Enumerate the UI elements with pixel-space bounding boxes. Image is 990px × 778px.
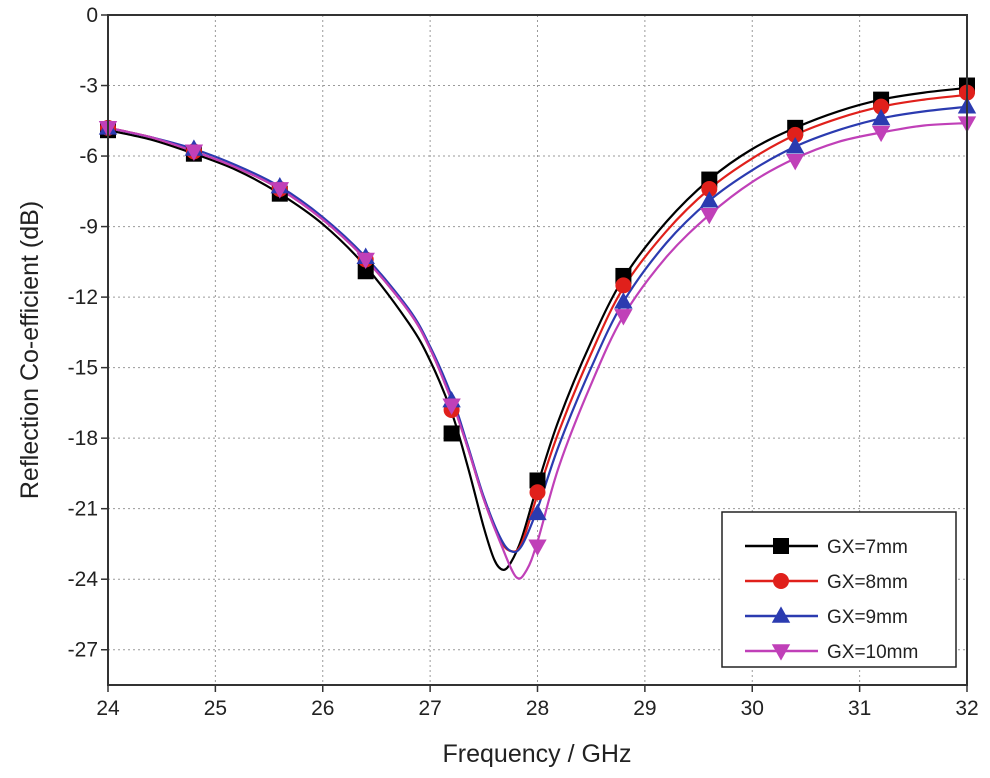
series-4-marker: [786, 153, 805, 171]
series-2-marker: [873, 98, 890, 115]
series-4-marker: [614, 309, 633, 326]
y-tick-label: -3: [79, 75, 98, 98]
series-1-marker: [357, 263, 374, 280]
legend-label: GX=10mm: [827, 642, 918, 663]
series-4-marker: [356, 252, 375, 270]
x-tick-label: 27: [418, 697, 441, 720]
legend-label: GX=9mm: [827, 607, 908, 628]
series-4-marker: [270, 182, 289, 199]
legend-marker: [771, 644, 791, 661]
legend-label: GX=8mm: [827, 572, 908, 593]
legend-box: [721, 511, 957, 668]
series-1-marker: [529, 472, 546, 489]
legend-marker: [773, 573, 789, 589]
y-tick-label: -12: [68, 286, 98, 309]
y-axis: 0 -3 -6 -9 -12 -15 -18 -21 -24 -27: [68, 4, 108, 662]
x-tick-label: 30: [741, 697, 764, 720]
series-4-marker: [528, 539, 547, 556]
y-tick-label: -24: [68, 568, 99, 591]
legend: GX=7mm GX=8mm GX=9mm GX=10mm: [721, 511, 957, 668]
y-tick-label: -6: [79, 145, 98, 168]
x-tick-label: 29: [633, 697, 656, 720]
x-tick-label: 31: [848, 697, 871, 720]
series-3-marker: [528, 503, 547, 521]
series-3-marker: [786, 137, 805, 154]
series-2-marker: [615, 277, 632, 294]
y-tick-label: -18: [68, 427, 98, 450]
x-tick-label: 24: [96, 697, 120, 720]
y-axis-title: Reflection Co-efficient (dB): [16, 201, 44, 499]
series-2-marker: [529, 484, 546, 501]
series-lines: [107, 86, 968, 580]
y-tick-label: -15: [68, 357, 98, 380]
y-tick-label: -9: [79, 216, 98, 239]
y-tick-label: -21: [68, 498, 98, 521]
series-4-marker: [184, 144, 204, 161]
legend-marker: [771, 606, 791, 623]
x-axis: 24 25 26 27 28 29 30 31 32: [96, 685, 979, 720]
x-tick-label: 25: [204, 697, 227, 720]
series-3-marker: [614, 292, 633, 309]
series-4-marker: [700, 208, 719, 225]
series-3-marker: [700, 191, 719, 208]
series-4-marker: [871, 125, 891, 143]
y-tick-label: 0: [86, 4, 98, 27]
y-tick-label: -27: [68, 639, 98, 662]
x-axis-title: Frequency / GHz: [443, 740, 632, 768]
legend-marker: [773, 538, 789, 554]
legend-label: GX=7mm: [827, 537, 908, 558]
series-3-marker: [871, 108, 891, 126]
x-tick-label: 26: [311, 697, 334, 720]
series-markers: [98, 77, 977, 556]
series-4-marker: [442, 398, 461, 415]
series-line-1: [107, 86, 968, 571]
series-line-3: [107, 105, 968, 554]
x-tick-label: 28: [526, 697, 549, 720]
series-2-marker: [787, 126, 804, 143]
series-2-marker: [701, 180, 718, 197]
series-1-marker: [443, 425, 460, 442]
series-line-4: [107, 122, 968, 580]
x-tick-label: 32: [955, 697, 978, 720]
